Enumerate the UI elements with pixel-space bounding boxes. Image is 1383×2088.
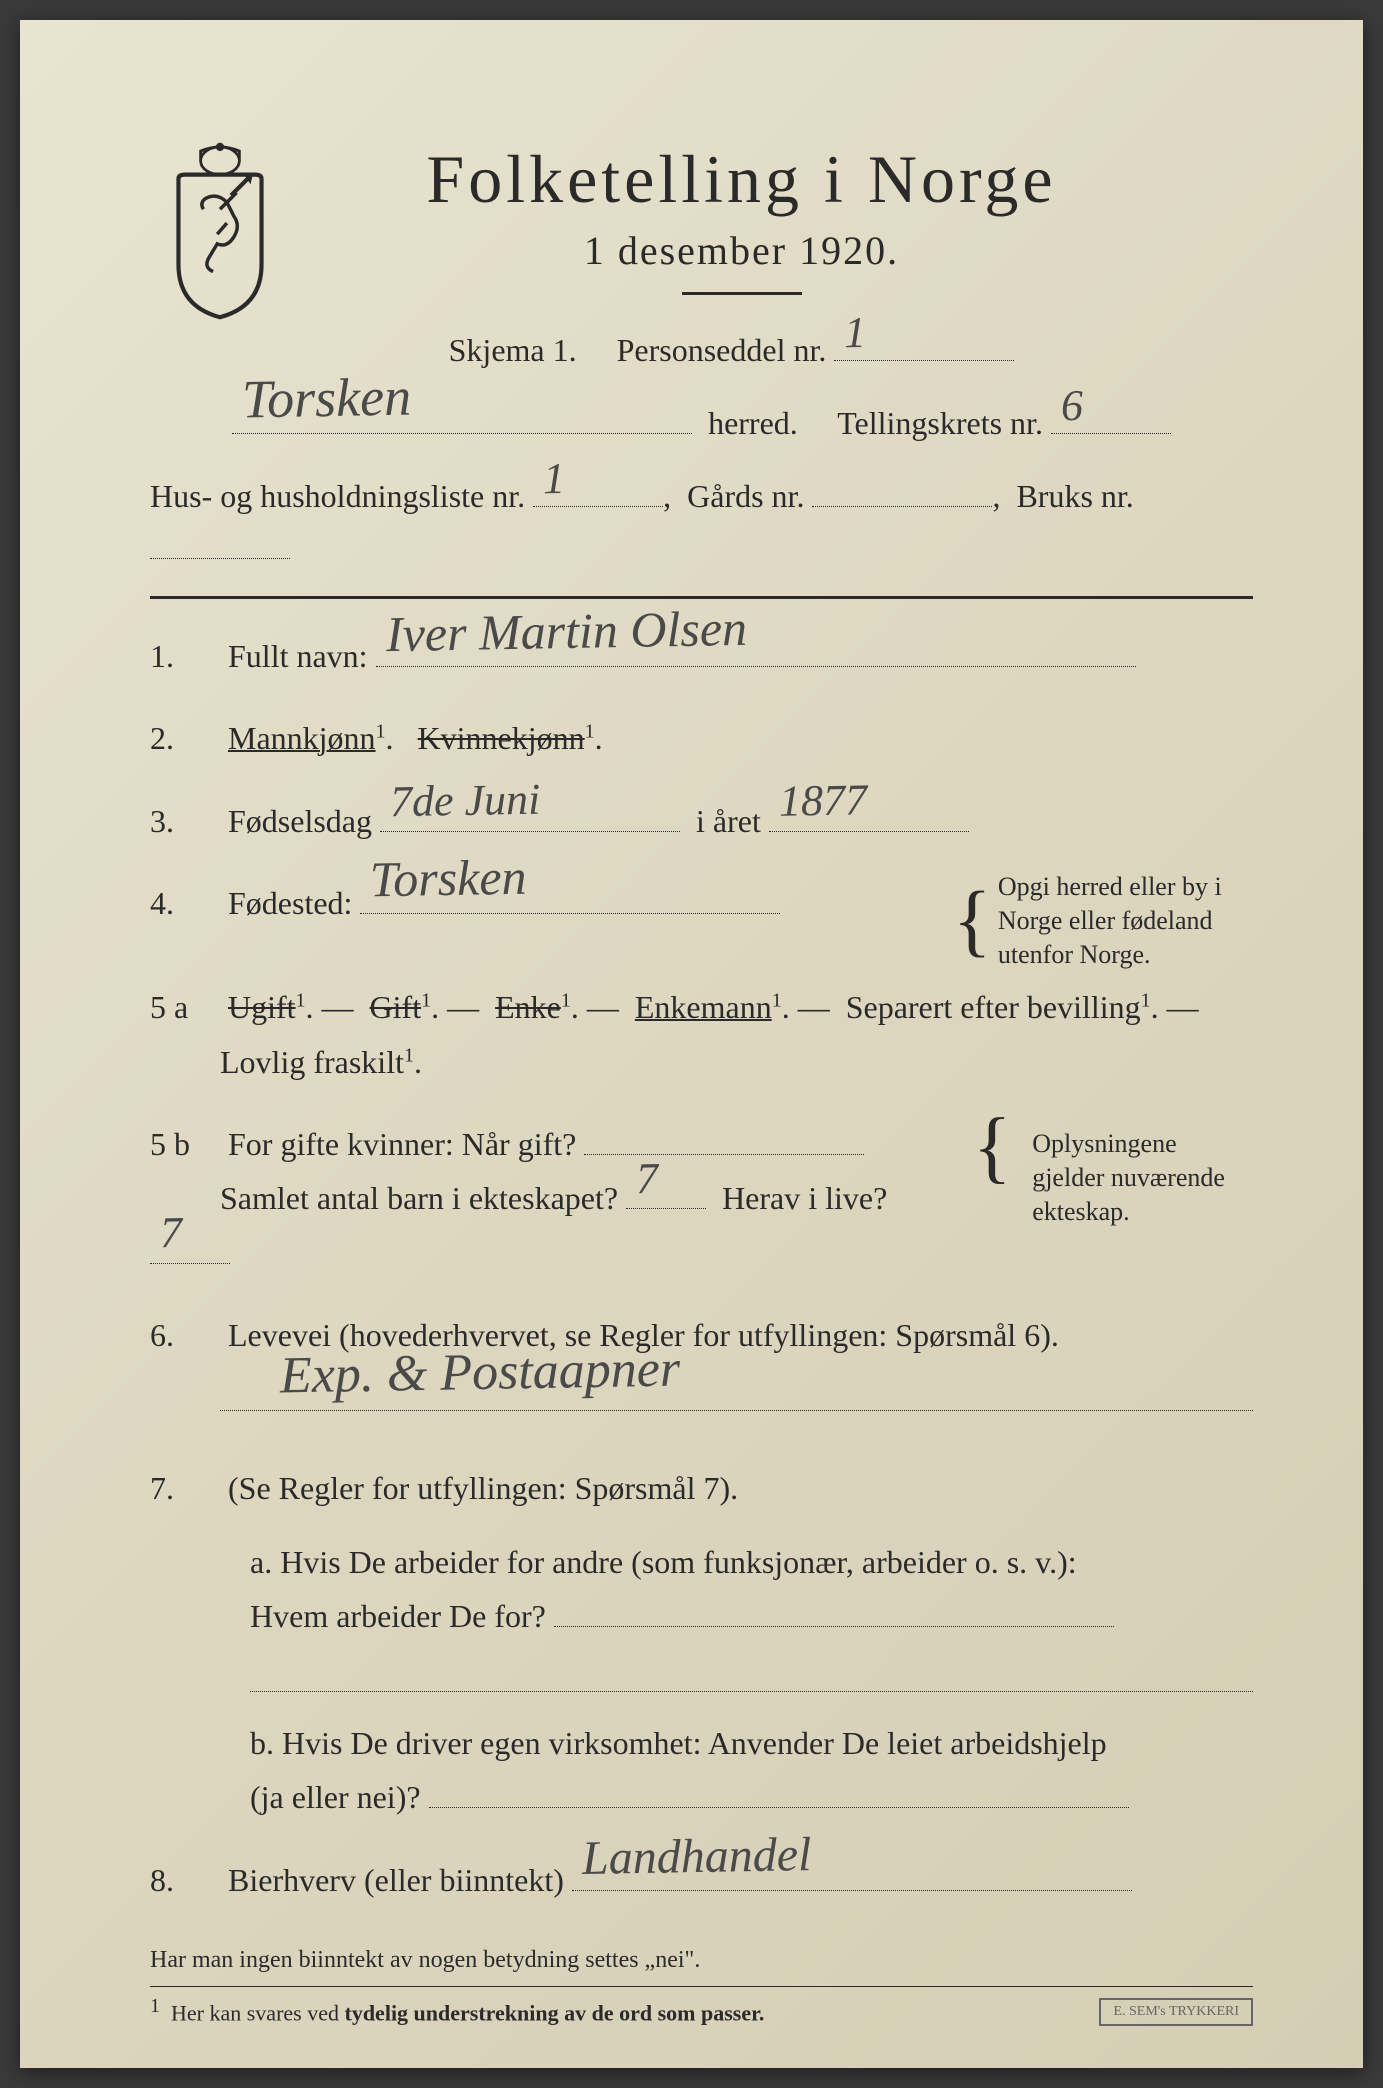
q7-label: (Se Regler for utfyllingen: Spørsmål 7). [228,1470,738,1506]
q1-value: Iver Martin Olsen [385,586,747,677]
q5b-label2: Samlet antal barn i ekteskapet? [150,1180,618,1216]
skjema-label: Skjema 1. [449,332,577,368]
census-form-paper: Folketelling i Norge 1 desember 1920. Sk… [20,20,1363,2068]
footnote-marker: 1 [150,1995,160,2017]
tellingskrets-value: 6 [1060,371,1083,442]
q1: 1. Fullt navn: Iver Martin Olsen [150,629,1253,683]
q1-num: 1. [150,629,220,683]
q5b-blank1 [584,1154,864,1155]
q7: 7. (Se Regler for utfyllingen: Spørsmål … [150,1461,1253,1825]
q7b-sub: (ja eller nei)? [250,1779,421,1815]
q4-blank: Torsken [360,913,780,914]
footer-note: Har man ingen biinntekt av nogen betydni… [150,1947,1253,1974]
q5b-value2: 7 [635,1142,658,1217]
bruks-blank [150,558,290,559]
q5b: 5 b For gifte kvinner: Når gift? Samlet … [150,1117,1253,1280]
personseddel-label: Personseddel nr. [617,332,827,368]
gards-label: Gårds nr. [687,478,804,514]
q5b-blank2: 7 [626,1208,706,1209]
q6-num: 6. [150,1308,220,1362]
q5b-note: Oplysningene gjelder nuværende ekteskap. [1032,1127,1232,1228]
bruks-label: Bruks nr. [1016,478,1133,514]
q3-year-blank: 1877 [769,831,969,832]
q5a-opt2: Enke [495,989,561,1025]
form-header: Folketelling i Norge 1 desember 1920. [150,140,1253,295]
q5b-num: 5 b [150,1117,220,1171]
tellingskrets-label: Tellingskrets nr. [837,405,1043,441]
document-subtitle: 1 desember 1920. [230,227,1253,274]
title-rule [682,292,802,295]
q5b-note-wrapper: { Oplysningene gjelder nuværende ekteska… [973,1117,1253,1236]
q8: 8. Bierhverv (eller biinntekt) Landhande… [150,1853,1253,1907]
q5a-opt3: Enkemann [635,989,772,1025]
q5a-opt5: Lovlig fraskilt [150,1044,404,1080]
q4-note-wrapper: { Opgi herred eller by i Norge eller fød… [953,870,1253,971]
q4-note: Opgi herred eller by i Norge eller fødel… [998,870,1238,971]
q3-year-label: i året [696,803,761,839]
q7a-blank2 [250,1652,1253,1692]
q6-value: Exp. & Postaapner [279,1326,681,1421]
husliste-label: Hus- og husholdningsliste nr. [150,478,525,514]
q2-num: 2. [150,711,220,765]
herred-blank: Torsken [232,433,692,434]
tellingskrets-blank: 6 [1051,433,1171,434]
q7a-sub: Hvem arbeider De for? [250,1598,546,1634]
q5a-opt4: Separert efter bevilling [846,989,1141,1025]
q7b-label: b. Hvis De driver egen virksomhet: Anven… [250,1725,1107,1761]
q8-value: Landhandel [581,1814,812,1900]
q6: 6. Levevei (hovederhvervet, se Regler fo… [150,1308,1253,1410]
q4-value: Torsken [370,835,528,923]
document-title: Folketelling i Norge [230,140,1253,219]
q2-opt2: Kvinnekjønn [418,720,585,756]
q3-day-blank: 7de Juni [380,831,680,832]
footnote: 1 Her kan svares ved tydelig understrekn… [150,1986,1253,2026]
husliste-value: 1 [543,444,566,515]
personseddel-value: 1 [844,297,867,368]
q4-label: Fødested: [228,885,352,921]
q7b-blank [429,1807,1129,1808]
q5a: 5 a Ugift1. — Gift1. — Enke1. — Enkemann… [150,980,1253,1089]
coat-of-arms-icon [150,140,290,320]
q8-blank: Landhandel [572,1890,1132,1891]
q5b-blank3: 7 [150,1263,230,1264]
husliste-blank: 1 [533,506,663,507]
q5a-opt1: Gift [370,989,422,1025]
q3-year-value: 1877 [778,763,867,839]
q5b-value3: 7 [159,1196,182,1271]
q7a-label: a. Hvis De arbeider for andre (som funks… [250,1544,1077,1580]
q3-label: Fødselsdag [228,803,372,839]
q3-day-value: 7de Juni [389,762,541,839]
q2: 2. Mannkjønn1. Kvinnekjønn1. [150,711,1253,765]
herred-value: Torsken [241,353,412,442]
q5b-label1: For gifte kvinner: Når gift? [228,1126,576,1162]
q2-opt1: Mannkjønn [228,720,376,756]
q6-blank: Exp. & Postaapner [220,1371,1253,1411]
q7-num: 7. [150,1461,220,1515]
q8-num: 8. [150,1853,220,1907]
q3-num: 3. [150,794,220,848]
q7a-blank [554,1626,1114,1627]
printer-stamp: E. SEM's TRYKKERI [1099,1998,1253,2026]
q3: 3. Fødselsdag 7de Juni i året 1877 [150,794,1253,848]
q4-num: 4. [150,876,220,930]
footnote-text: Her kan svares ved tydelig understreknin… [171,2000,764,2025]
husliste-line: Hus- og husholdningsliste nr. 1 , Gårds … [150,471,1253,573]
personseddel-blank: 1 [834,360,1014,361]
q1-label: Fullt navn: [228,638,368,674]
q5a-opt0: Ugift [228,989,296,1025]
q5a-num: 5 a [150,980,220,1034]
q8-label: Bierhverv (eller biinntekt) [228,1862,564,1898]
q4: 4. Fødested: Torsken { Opgi herred eller… [150,876,1253,930]
gards-blank [812,506,992,507]
q1-blank: Iver Martin Olsen [376,666,1136,667]
herred-line: Torsken herred. Tellingskrets nr. 6 [150,398,1253,449]
herred-label: herred. [708,405,798,441]
q5b-label3: Herav i live? [722,1180,887,1216]
